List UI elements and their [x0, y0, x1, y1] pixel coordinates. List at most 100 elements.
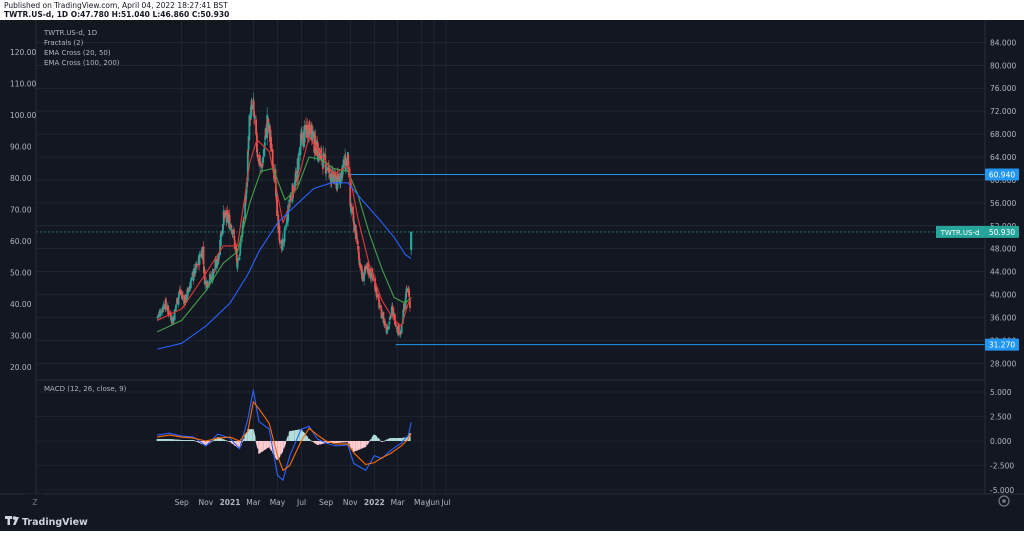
- candle-body: [190, 277, 193, 282]
- macd-histogram-bar: [351, 441, 353, 449]
- macd-histogram-bar: [387, 439, 389, 441]
- macd-histogram-bar: [370, 438, 372, 441]
- macd-histogram-bar: [359, 441, 361, 450]
- legend-symbol[interactable]: TWTR.US-d, 1D: [43, 29, 97, 37]
- candle-body: [255, 132, 258, 136]
- macd-histogram-bar: [211, 440, 214, 442]
- candle-body: [263, 147, 266, 157]
- macd-histogram-bar: [242, 441, 244, 442]
- candle-body: [369, 268, 371, 278]
- candle-body: [230, 224, 233, 228]
- macd-histogram-bar: [395, 438, 397, 441]
- macd-histogram-bar: [340, 441, 342, 443]
- legend-fractals[interactable]: Fractals (2): [44, 39, 84, 47]
- candle-body: [295, 170, 297, 174]
- candle-body: [175, 303, 178, 305]
- candle-body: [244, 203, 246, 219]
- candle-body: [173, 309, 176, 321]
- candle-body: [188, 286, 191, 292]
- macd-histogram-bar: [201, 441, 203, 445]
- candle-body: [252, 100, 255, 111]
- candle-body: [242, 218, 245, 221]
- candle-body: [259, 161, 262, 166]
- candle-body: [179, 289, 182, 294]
- candle-body: [261, 164, 264, 166]
- candle-body: [178, 292, 180, 298]
- candle-body: [185, 297, 188, 302]
- candle-body: [206, 281, 209, 286]
- logo-slash: [13, 517, 19, 525]
- macd-histogram-bar: [259, 441, 262, 453]
- legend-ema-100-200[interactable]: EMA Cross (100, 200): [44, 59, 120, 67]
- candle-body: [263, 142, 266, 147]
- candle-body: [314, 153, 317, 155]
- macd-histogram-bar: [279, 441, 281, 457]
- candle-body: [170, 321, 173, 323]
- candle-body: [342, 164, 345, 169]
- right-price-axis[interactable]: 84.00080.00076.00072.00068.00064.00060.0…: [990, 38, 1016, 368]
- macd-histogram-bar: [392, 438, 394, 441]
- candle-body: [202, 246, 205, 265]
- left-axis-tick: 110.00: [10, 80, 36, 89]
- current-price-tag-label: 50.930: [989, 228, 1015, 237]
- candle-body: [283, 229, 286, 243]
- candle-body: [255, 134, 258, 153]
- zoom-reset-button[interactable]: Z: [26, 494, 44, 508]
- left-axis-tick: 20.00: [10, 363, 32, 372]
- candle-body: [239, 238, 242, 248]
- candle-body: [220, 233, 222, 247]
- candle-body: [375, 289, 378, 298]
- left-axis-tick: 100.00: [10, 111, 36, 120]
- macd-histogram-bar: [165, 439, 167, 441]
- left-price-axis[interactable]: 120.00 110.00 100.00 90.00 80.00 70.00 60.00 50…: [10, 48, 36, 372]
- candle-body: [167, 306, 170, 310]
- right-axis-tick: 84.000: [990, 38, 1016, 47]
- candle-body: [161, 307, 164, 313]
- candle-body: [332, 171, 335, 181]
- macd-histogram-bar: [365, 441, 367, 447]
- macd-axis-tick: 2.500: [990, 413, 1012, 422]
- candle-body: [378, 306, 381, 308]
- candle-body: [156, 317, 159, 319]
- macd-histogram-bar: [190, 440, 192, 441]
- settings-icon[interactable]: [998, 495, 1010, 507]
- footer-bar: [0, 511, 1024, 531]
- macd-histogram-bar: [310, 440, 313, 442]
- candle-body: [406, 289, 409, 292]
- candle-body: [297, 153, 300, 170]
- candle-body: [284, 227, 286, 230]
- candle-body: [323, 154, 326, 156]
- macd-histogram-bar: [229, 441, 231, 442]
- macd-histogram-bar: [398, 438, 400, 441]
- candle-body: [175, 305, 178, 307]
- candle-body: [354, 224, 357, 239]
- logo-stem: [7, 516, 10, 525]
- macd-histogram-bar: [254, 436, 256, 441]
- macd-histogram-bar: [215, 438, 217, 441]
- candle-body: [394, 314, 396, 325]
- macd-histogram-bar: [312, 441, 314, 442]
- candle-body: [245, 192, 248, 200]
- macd-legend[interactable]: MACD (12, 26, close, 9): [44, 385, 127, 393]
- candle-body: [345, 160, 348, 166]
- macd-histogram-bar: [380, 440, 382, 442]
- candle-body: [221, 224, 224, 234]
- candle-body: [322, 152, 325, 156]
- candle-body: [331, 169, 334, 171]
- time-axis-tick: Mar: [246, 498, 261, 507]
- candle-body: [400, 323, 403, 334]
- tradingview-logo-icon[interactable]: [5, 516, 19, 525]
- candle-body: [220, 231, 223, 236]
- legend-ema-20-50[interactable]: EMA Cross (20, 50): [44, 49, 111, 57]
- candle-body: [186, 289, 189, 299]
- macd-histogram-bar: [345, 441, 347, 443]
- ohlc-text: TWTR.US-d, 1D O:47.780 H:51.040 L:46.860…: [4, 10, 229, 19]
- candle-body: [222, 210, 225, 226]
- candle-body: [229, 223, 231, 230]
- macd-histogram-bar: [342, 441, 345, 443]
- candle-body: [328, 167, 331, 174]
- macd-axis[interactable]: 5.000 2.500 0.000 -2.500 -5.000: [990, 388, 1014, 495]
- tradingview-brand[interactable]: TradingView: [22, 517, 88, 528]
